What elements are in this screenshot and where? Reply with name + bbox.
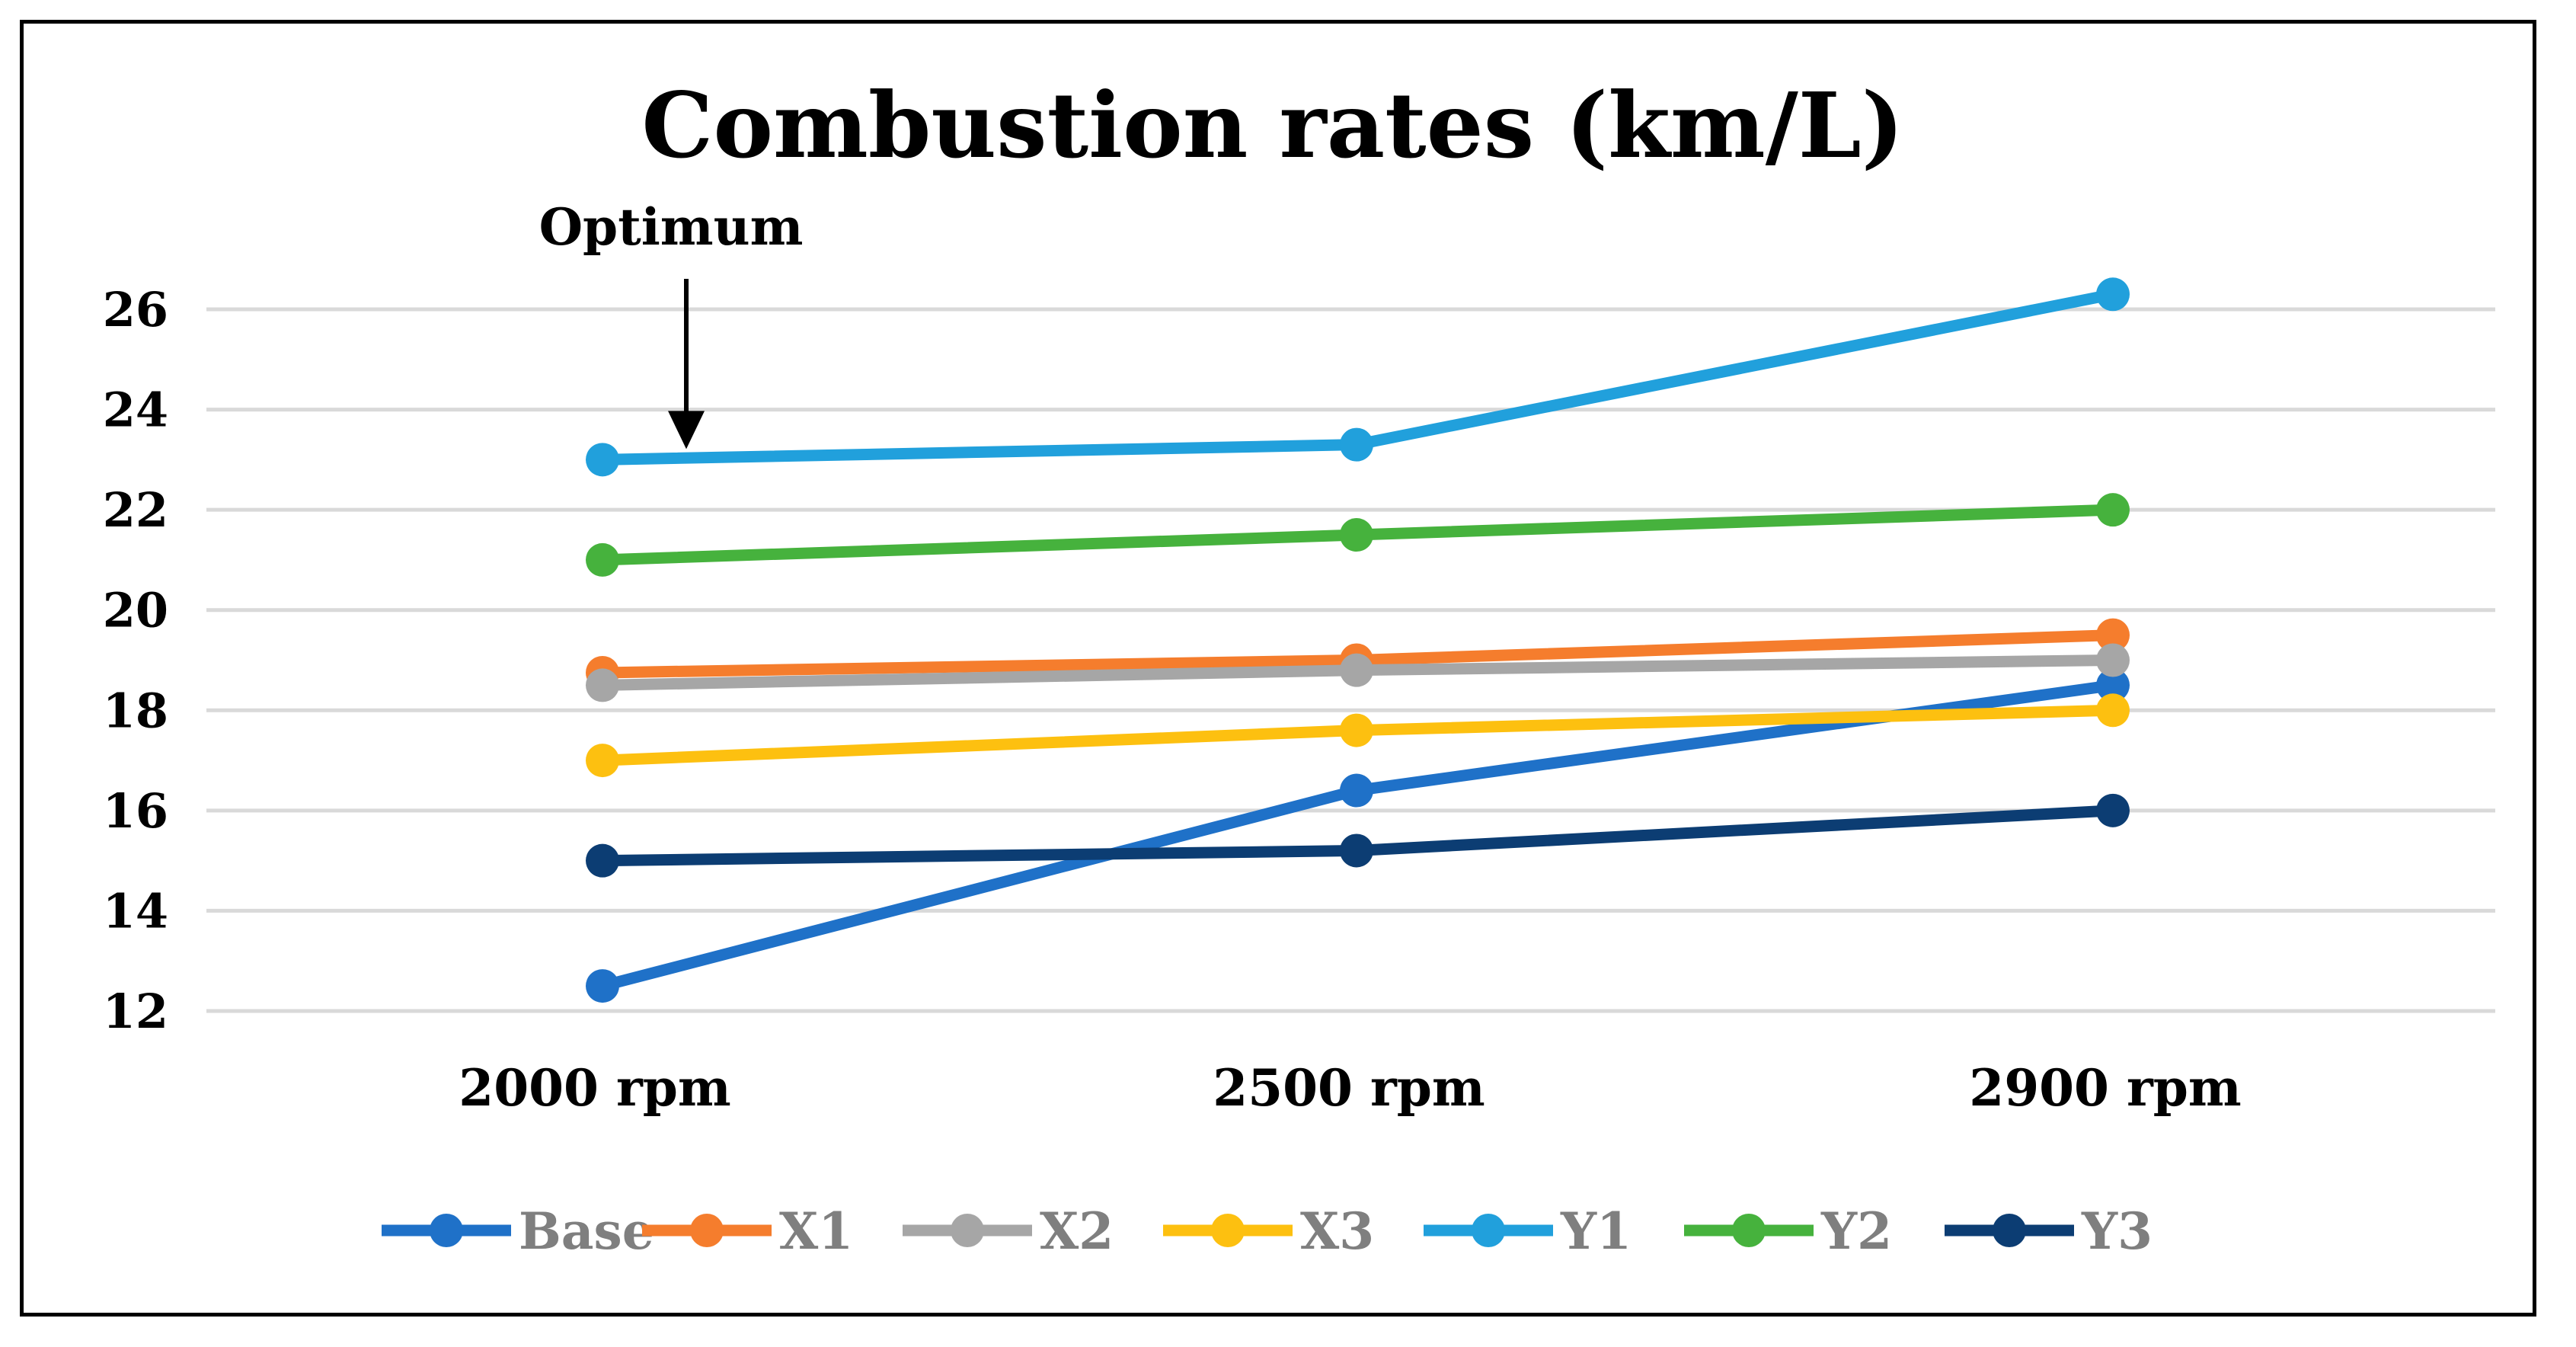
point-x1-2900-rpm	[2096, 618, 2130, 652]
legend-swatch-marker-x3	[1211, 1214, 1245, 1247]
legend-label-y2: Y2	[1820, 1201, 1892, 1261]
optimum-annotation: Optimum	[539, 197, 804, 450]
y-axis-ticks: 12 14 16 18 20 22 24 26	[103, 282, 168, 1039]
x-tick-label-2900-rpm: 2900 rpm	[1969, 1058, 2241, 1118]
x-tick-label-2000-rpm: 2000 rpm	[459, 1058, 730, 1118]
legend-item-y3: Y3	[1945, 1201, 2153, 1261]
x-axis-ticks: 2000 rpm 2500 rpm 2900 rpm	[459, 1058, 2241, 1118]
y-tick-label-26: 26	[103, 282, 168, 338]
point-base-2500-rpm	[1340, 773, 1373, 808]
point-y1-2000-rpm	[586, 443, 619, 477]
legend-swatch-marker-y3	[1993, 1214, 2026, 1247]
legend: Base X1 X2 X3 Y1 Y2 Y3	[382, 1201, 2153, 1261]
point-base-2000-rpm	[586, 969, 619, 1003]
series-y3	[586, 793, 2130, 878]
y-tick-label-18: 18	[103, 683, 168, 738]
chart-title: Combustion rates (km/L)	[641, 72, 1903, 178]
series-x3	[586, 693, 2130, 778]
legend-item-x1: X1	[642, 1201, 853, 1261]
point-x3-2500-rpm	[1340, 713, 1373, 747]
annotation-text: Optimum	[539, 197, 804, 257]
legend-label-y3: Y3	[2081, 1201, 2153, 1261]
annotation-arrow-head	[668, 411, 705, 450]
legend-swatch-marker-base	[430, 1214, 463, 1247]
legend-label-y1: Y1	[1560, 1201, 1632, 1261]
series-y2	[586, 493, 2130, 577]
point-y3-2500-rpm	[1340, 833, 1373, 868]
legend-swatch-marker-y2	[1732, 1214, 1766, 1247]
y-tick-label-12: 12	[103, 984, 168, 1039]
legend-swatch-marker-x2	[951, 1214, 984, 1247]
combustion-rate-chart: Combustion rates (km/L) 12 14 16 18 20 22 24 26…	[103, 72, 2495, 1261]
point-y3-2900-rpm	[2096, 793, 2130, 827]
series-y1	[586, 277, 2130, 477]
series-x2	[586, 643, 2130, 702]
y-tick-label-20: 20	[103, 583, 168, 638]
legend-item-y2: Y2	[1684, 1201, 1892, 1261]
point-x2-2000-rpm	[586, 668, 619, 702]
point-x2-2500-rpm	[1340, 653, 1373, 687]
series-lines	[586, 277, 2130, 1003]
point-x2-2900-rpm	[2096, 643, 2130, 677]
y-tick-label-14: 14	[103, 883, 168, 939]
point-base-2900-rpm	[2096, 668, 2130, 702]
legend-label-x1: X1	[779, 1201, 853, 1261]
legend-item-y1: Y1	[1424, 1201, 1632, 1261]
point-y3-2000-rpm	[586, 843, 619, 878]
y-tick-label-22: 22	[103, 482, 168, 538]
point-x3-2000-rpm	[586, 744, 619, 778]
point-y2-2000-rpm	[586, 542, 619, 577]
point-x3-2900-rpm	[2096, 693, 2130, 728]
legend-swatch-marker-x1	[690, 1214, 724, 1247]
point-y1-2900-rpm	[2096, 277, 2130, 312]
y-tick-label-24: 24	[103, 382, 168, 438]
legend-label-base: Base	[519, 1201, 654, 1261]
gridlines	[206, 307, 2495, 1013]
legend-swatch-marker-y1	[1472, 1214, 1505, 1247]
legend-label-x2: X2	[1040, 1201, 1114, 1261]
legend-item-x2: X2	[903, 1201, 1114, 1261]
point-y1-2500-rpm	[1340, 427, 1373, 462]
legend-label-x3: X3	[1300, 1201, 1374, 1261]
point-y2-2900-rpm	[2096, 493, 2130, 527]
chart-frame: Combustion rates (km/L) 12 14 16 18 20 22 24 26…	[20, 20, 2536, 1317]
point-y2-2500-rpm	[1340, 518, 1373, 552]
legend-item-base: Base	[382, 1201, 654, 1261]
legend-item-x3: X3	[1163, 1201, 1374, 1261]
x-tick-label-2500-rpm: 2500 rpm	[1213, 1058, 1485, 1118]
y-tick-label-16: 16	[103, 783, 168, 839]
